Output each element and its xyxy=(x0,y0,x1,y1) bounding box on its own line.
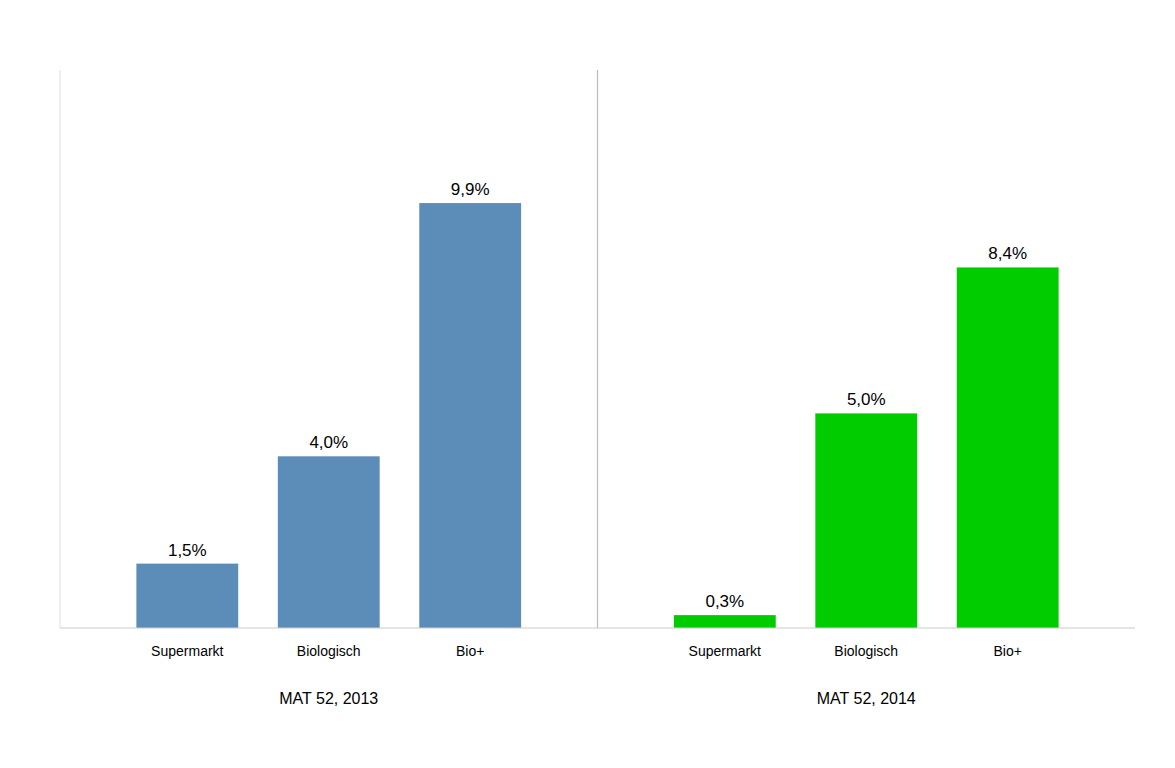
data-label: 5,0% xyxy=(847,390,886,409)
bar xyxy=(674,615,776,628)
bars xyxy=(136,203,1058,628)
data-label: 9,9% xyxy=(451,180,490,199)
group-separator xyxy=(597,70,598,628)
data-label: 4,0% xyxy=(309,433,348,452)
data-label: 1,5% xyxy=(168,541,207,560)
x-tick-label: Supermarkt xyxy=(151,643,223,659)
group-label: MAT 52, 2013 xyxy=(279,690,378,707)
bar xyxy=(136,564,238,628)
x-axis-line xyxy=(60,627,1135,628)
x-tick-label: Bio+ xyxy=(456,643,484,659)
bar xyxy=(957,267,1059,628)
chart-container: 1,5% 4,0% 9,9% 0,3% 5,0% 8,4% Supermarkt Biolog… xyxy=(0,0,1175,768)
y-axis-line xyxy=(60,70,61,628)
group-label: MAT 52, 2014 xyxy=(817,690,916,707)
x-tick-label: Biologisch xyxy=(834,643,898,659)
bar xyxy=(815,413,917,628)
chart-svg: 1,5% 4,0% 9,9% 0,3% 5,0% 8,4% Supermarkt Biolog… xyxy=(0,0,1175,768)
x-tick-label: Biologisch xyxy=(297,643,361,659)
data-label: 8,4% xyxy=(988,244,1027,263)
x-tick-label: Supermarkt xyxy=(689,643,761,659)
bar xyxy=(278,456,380,628)
x-tick-label: Bio+ xyxy=(993,643,1021,659)
data-label: 0,3% xyxy=(705,592,744,611)
bar xyxy=(419,203,521,628)
